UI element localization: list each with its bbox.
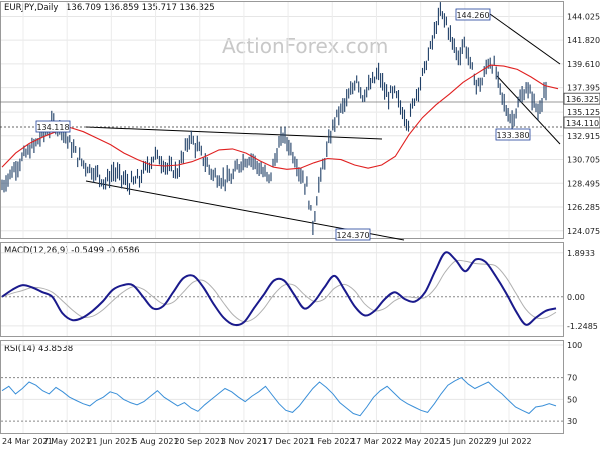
rsi-y-tick-label: 30 — [567, 417, 577, 426]
price-annotation-label: 124.370 — [336, 231, 369, 240]
price-annotation-box — [35, 120, 71, 133]
macd-layer — [1, 251, 557, 327]
macd-panel-frame — [0, 242, 564, 337]
price-annotation-label: 144.260 — [456, 11, 489, 20]
price-y-tick-label: 137.395 — [567, 84, 600, 93]
price-y-tick-label: 126.285 — [567, 203, 600, 212]
x-tick-label: 7 May 2021 — [44, 437, 91, 446]
rsi-layer — [1, 376, 557, 417]
price-y-tick-label: 139.610 — [567, 60, 600, 69]
rsi-line — [1, 376, 557, 417]
price-annotation-box — [455, 8, 491, 21]
rsi-y-tick-label: 50 — [567, 395, 577, 404]
support-price-label: 134.110 — [566, 119, 599, 128]
x-tick-label: 2 May 2022 — [397, 437, 444, 446]
rsi-panel-frame — [0, 340, 564, 434]
price-y-tick-label: 128.495 — [567, 179, 600, 188]
moving-average-line — [1, 64, 559, 170]
watermark: ActionForex.com — [222, 34, 388, 58]
price-y-tick-label: 132.915 — [567, 132, 600, 141]
x-tick-label: 1 Feb 2022 — [310, 437, 355, 446]
ohlc-readout: 136.709 136.859 135.717 136.325 — [66, 3, 215, 13]
x-tick-label: 24 Mar 2021 — [2, 437, 53, 446]
price-y-tick-label: 130.705 — [567, 156, 600, 165]
x-tick-label: 21 Jun 2021 — [87, 437, 135, 446]
price-title: EURJPY,Daily — [4, 3, 58, 13]
price-annotation-box — [495, 128, 531, 141]
macd-title: MACD(12,26,9) -0.5499 -0.6586 — [4, 246, 140, 256]
x-tick-label: 17 Dec 2021 — [263, 437, 314, 446]
x-tick-label: 5 Aug 2021 — [132, 437, 178, 446]
annotation-layer: 134.118 144.260 124.370 133.380 — [35, 8, 531, 241]
x-tick-label: 15 Jun 2022 — [441, 437, 489, 446]
price-annotation-label: 134.118 — [36, 123, 69, 132]
x-tick-label: 3 Nov 2021 — [221, 437, 267, 446]
upper-down-trendline — [489, 13, 561, 65]
upper-channel-trendline — [85, 126, 383, 140]
price-panel-frame — [0, 1, 564, 239]
current-price-tag — [563, 92, 600, 105]
price-annotation-box — [335, 228, 371, 241]
price-y-tick-label: 124.075 — [567, 227, 600, 236]
macd-y-tick-label: 0.00 — [567, 293, 585, 302]
rsi-y-tick-label: 100 — [567, 341, 582, 350]
rsi-title: RSI(14) 43.8538 — [4, 344, 73, 354]
macd-line — [1, 251, 557, 327]
macd-y-tick-label: -1.2485 — [567, 322, 598, 331]
price-y-tick-label: 144.025 — [567, 12, 600, 21]
trendline-layer — [0, 13, 563, 241]
rsi-y-tick-label: 70 — [567, 374, 577, 383]
price-y-tick-label: 135.125 — [567, 108, 600, 117]
x-tick-label: 29 Jul 2022 — [486, 437, 531, 446]
price-y-tick-label: 141.820 — [567, 36, 600, 45]
macd-y-tick-label: 1.8933 — [567, 249, 595, 258]
axis-layer: 144.025 141.820 139.610 137.395 135.125 132.9… — [2, 12, 600, 446]
x-tick-label: 20 Sep 2021 — [174, 437, 225, 446]
support-price-tag — [563, 116, 600, 129]
ma-layer — [1, 64, 559, 170]
x-tick-label: 17 Mar 2022 — [351, 437, 402, 446]
price-annotation-label: 133.380 — [496, 131, 529, 140]
lower-down-trendline — [496, 75, 561, 145]
macd-signal-line — [1, 259, 557, 323]
current-price-label: 136.325 — [566, 95, 599, 104]
price-layer — [1, 2, 547, 235]
